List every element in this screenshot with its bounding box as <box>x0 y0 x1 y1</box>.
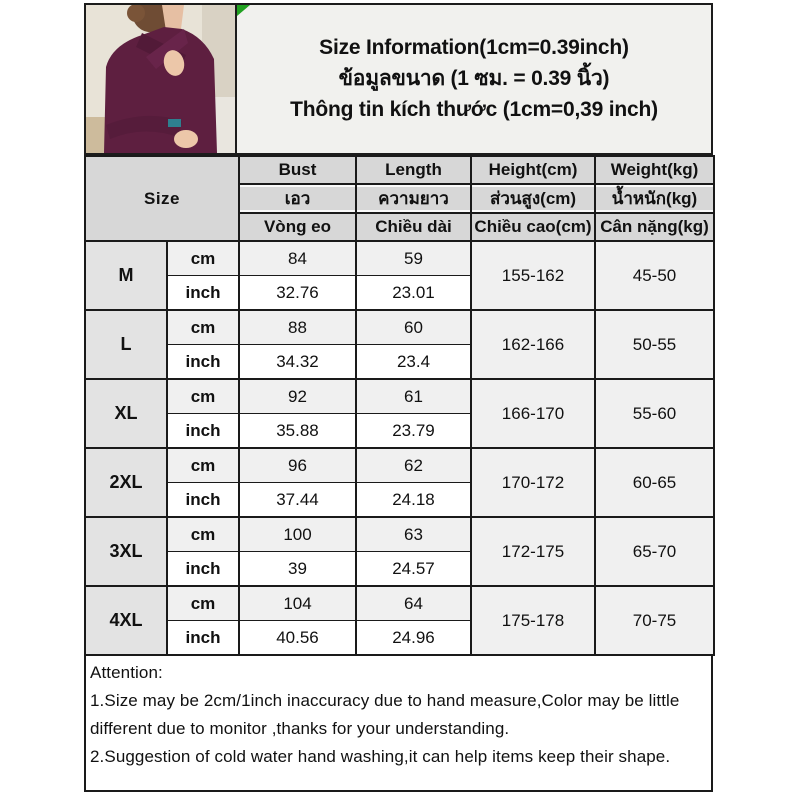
col-header-weight-vi: Cân nặng(kg) <box>594 212 715 242</box>
unit-label-cm: cm <box>166 585 240 621</box>
bust-cm-value: 100 <box>238 516 357 552</box>
bust-cm-value: 88 <box>238 309 357 345</box>
unit-label-cm: cm <box>166 309 240 345</box>
size-label: 2XL <box>84 447 168 518</box>
product-photo <box>84 3 237 155</box>
length-inch-value: 24.18 <box>355 482 472 518</box>
height-range: 155-162 <box>470 240 596 311</box>
length-cm-value: 59 <box>355 240 472 276</box>
size-label: L <box>84 309 168 380</box>
col-header-bust-th: เอว <box>238 183 357 214</box>
page-title: Size Information(1cm=0.39inch) <box>319 36 629 59</box>
page-title-thai: ข้อมูลขนาด (1 ซม. = 0.39 นิ้ว) <box>338 67 610 90</box>
length-inch-value: 23.01 <box>355 275 472 311</box>
product-photo-illustration <box>86 5 235 153</box>
unit-label-inch: inch <box>166 551 240 587</box>
col-header-length-vi: Chiều dài <box>355 212 472 242</box>
size-label: M <box>84 240 168 311</box>
attention-note-2: 2.Suggestion of cold water hand washing,… <box>90 747 671 766</box>
col-header-weight-th: น้ำหนัก(kg) <box>594 183 715 214</box>
length-inch-value: 24.57 <box>355 551 472 587</box>
corner-marker-icon <box>237 5 250 16</box>
length-cm-value: 64 <box>355 585 472 621</box>
bust-inch-value: 37.44 <box>238 482 357 518</box>
size-label: XL <box>84 378 168 449</box>
length-cm-value: 63 <box>355 516 472 552</box>
col-header-bust-en: Bust <box>238 155 357 185</box>
unit-label-inch: inch <box>166 413 240 449</box>
size-table-header: Size Bust Length Height(cm) Weight(kg) เ… <box>84 155 715 242</box>
size-table: Size Bust Length Height(cm) Weight(kg) เ… <box>84 155 715 656</box>
height-range: 172-175 <box>470 516 596 587</box>
weight-range: 70-75 <box>594 585 715 656</box>
unit-label-cm: cm <box>166 240 240 276</box>
col-header-length-en: Length <box>355 155 472 185</box>
bust-cm-value: 104 <box>238 585 357 621</box>
unit-label-inch: inch <box>166 620 240 656</box>
bust-inch-value: 39 <box>238 551 357 587</box>
height-range: 170-172 <box>470 447 596 518</box>
unit-label-inch: inch <box>166 275 240 311</box>
weight-range: 50-55 <box>594 309 715 380</box>
length-cm-value: 60 <box>355 309 472 345</box>
attention-box: Attention: 1.Size may be 2cm/1inch inacc… <box>84 656 713 792</box>
attention-note-1: 1.Size may be 2cm/1inch inaccuracy due t… <box>90 691 680 738</box>
bust-inch-value: 34.32 <box>238 344 357 380</box>
col-header-bust-vi: Vòng eo <box>238 212 357 242</box>
size-label: 4XL <box>84 585 168 656</box>
size-sheet: Size Information(1cm=0.39inch) ข้อมูลขนา… <box>84 3 715 792</box>
unit-label-cm: cm <box>166 378 240 414</box>
unit-label-inch: inch <box>166 482 240 518</box>
col-header-height-en: Height(cm) <box>470 155 596 185</box>
attention-title: Attention: <box>90 663 163 682</box>
page-title-vietnamese: Thông tin kích thước (1cm=0,39 inch) <box>290 98 658 121</box>
col-header-length-th: ความยาว <box>355 183 472 214</box>
col-header-weight-en: Weight(kg) <box>594 155 715 185</box>
title-block: Size Information(1cm=0.39inch) ข้อมูลขนา… <box>237 3 713 155</box>
unit-label-cm: cm <box>166 447 240 483</box>
bust-cm-value: 92 <box>238 378 357 414</box>
unit-label-inch: inch <box>166 344 240 380</box>
length-cm-value: 61 <box>355 378 472 414</box>
unit-label-cm: cm <box>166 516 240 552</box>
height-range: 162-166 <box>470 309 596 380</box>
col-header-height-th: ส่วนสูง(cm) <box>470 183 596 214</box>
height-range: 175-178 <box>470 585 596 656</box>
length-inch-value: 24.96 <box>355 620 472 656</box>
col-header-height-vi: Chiều cao(cm) <box>470 212 596 242</box>
size-label: 3XL <box>84 516 168 587</box>
bust-inch-value: 35.88 <box>238 413 357 449</box>
header-row: Size Information(1cm=0.39inch) ข้อมูลขนา… <box>84 3 713 155</box>
weight-range: 45-50 <box>594 240 715 311</box>
length-cm-value: 62 <box>355 447 472 483</box>
size-column-header: Size <box>84 155 240 242</box>
bust-cm-value: 84 <box>238 240 357 276</box>
weight-range: 55-60 <box>594 378 715 449</box>
length-inch-value: 23.4 <box>355 344 472 380</box>
weight-range: 65-70 <box>594 516 715 587</box>
bust-inch-value: 40.56 <box>238 620 357 656</box>
height-range: 166-170 <box>470 378 596 449</box>
length-inch-value: 23.79 <box>355 413 472 449</box>
bust-inch-value: 32.76 <box>238 275 357 311</box>
bust-cm-value: 96 <box>238 447 357 483</box>
weight-range: 60-65 <box>594 447 715 518</box>
